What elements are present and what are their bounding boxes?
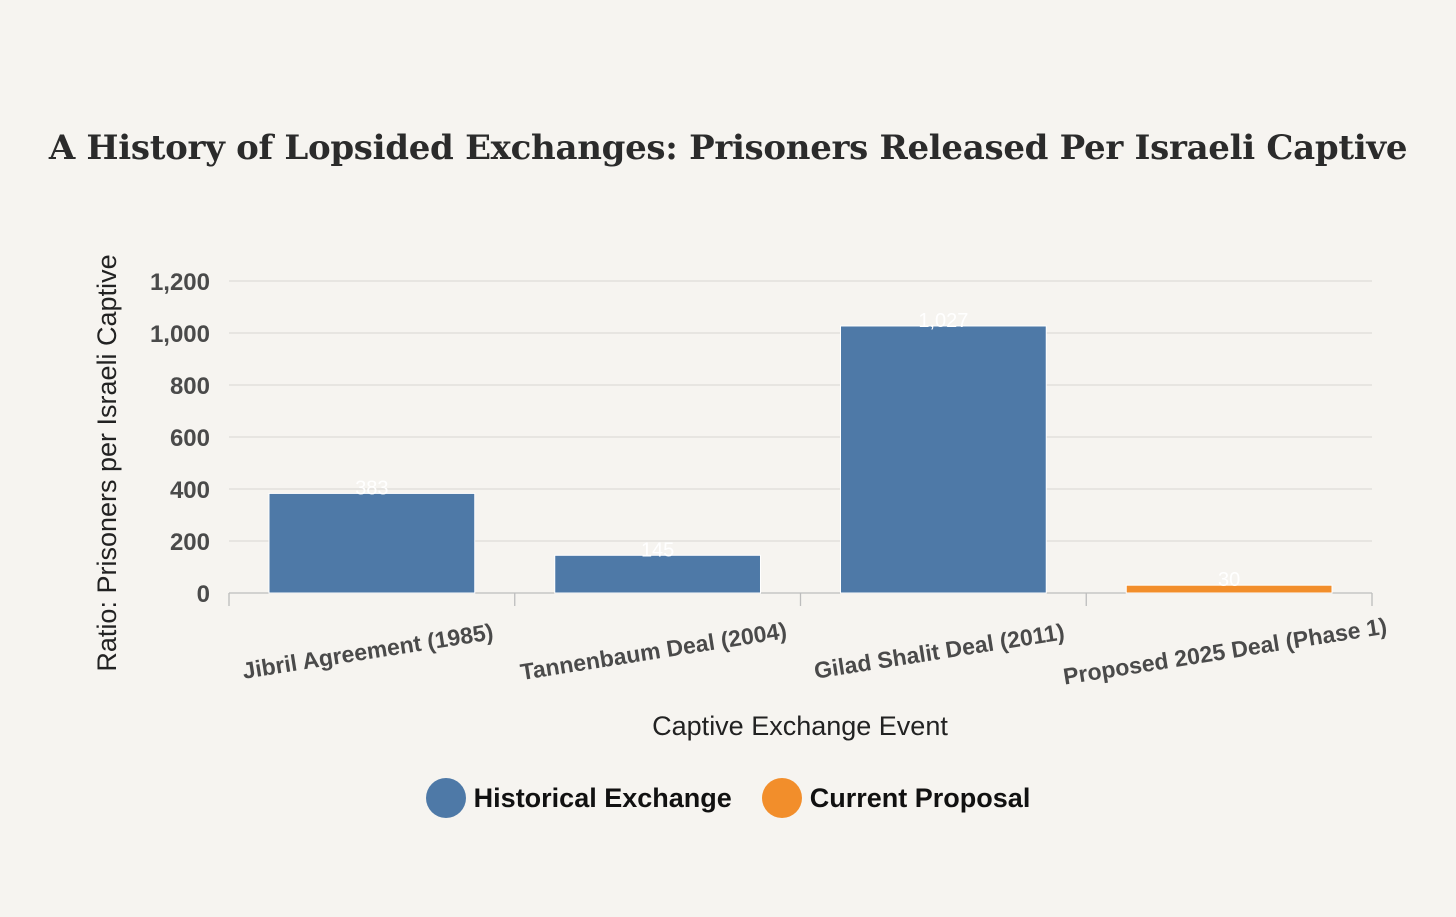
- legend-item-current: Current Proposal: [761, 778, 1031, 818]
- chart-legend: Historical Exchange Current Proposal: [0, 778, 1456, 818]
- y-tick-label: 200: [170, 529, 210, 556]
- bar-2[interactable]: [554, 554, 761, 594]
- legend-label-historical: Historical Exchange: [473, 782, 732, 813]
- bar-value-label: 145: [641, 539, 674, 561]
- y-axis-ticks: 0 200 400 600 800 1,000 1,200: [150, 269, 210, 608]
- y-tick-label: 600: [170, 425, 210, 452]
- bar-value-label: 30: [1218, 569, 1240, 591]
- bars: [268, 325, 1333, 594]
- x-tick-label: Proposed 2025 Deal (Phase 1): [1061, 613, 1388, 690]
- y-tick-label: 1,000: [150, 321, 210, 348]
- x-axis-label: Captive Exchange Event: [652, 711, 948, 741]
- bar-3[interactable]: [840, 325, 1047, 594]
- x-tick-label: Gilad Shalit Deal (2011): [812, 618, 1066, 683]
- y-axis-label: Ratio: Prisoners per Israeli Captive: [92, 254, 122, 671]
- y-tick-label: 0: [197, 581, 210, 608]
- legend-label-current: Current Proposal: [809, 782, 1031, 813]
- legend-swatch-current: [761, 778, 802, 818]
- x-tick-label: Tannenbaum Deal (2004): [519, 617, 789, 685]
- bar-value-label: 1,027: [918, 310, 968, 332]
- chart-title: A History of Lopsided Exchanges: Prisone…: [48, 128, 1408, 168]
- y-tick-label: 400: [170, 477, 210, 504]
- x-tick-label: Jibril Agreement (1985): [241, 618, 495, 683]
- bar-4[interactable]: [1125, 584, 1333, 594]
- bar-1[interactable]: [268, 492, 476, 594]
- y-tick-label: 1,200: [150, 269, 210, 296]
- bar-value-label: 383: [355, 477, 388, 499]
- legend-item-historical: Historical Exchange: [425, 778, 732, 818]
- legend-swatch-historical: [425, 778, 466, 818]
- value-labels: 383 145 1,027 30: [355, 310, 1240, 591]
- y-tick-label: 800: [170, 373, 210, 400]
- x-axis: Jibril Agreement (1985) Tannenbaum Deal (…: [228, 593, 1389, 690]
